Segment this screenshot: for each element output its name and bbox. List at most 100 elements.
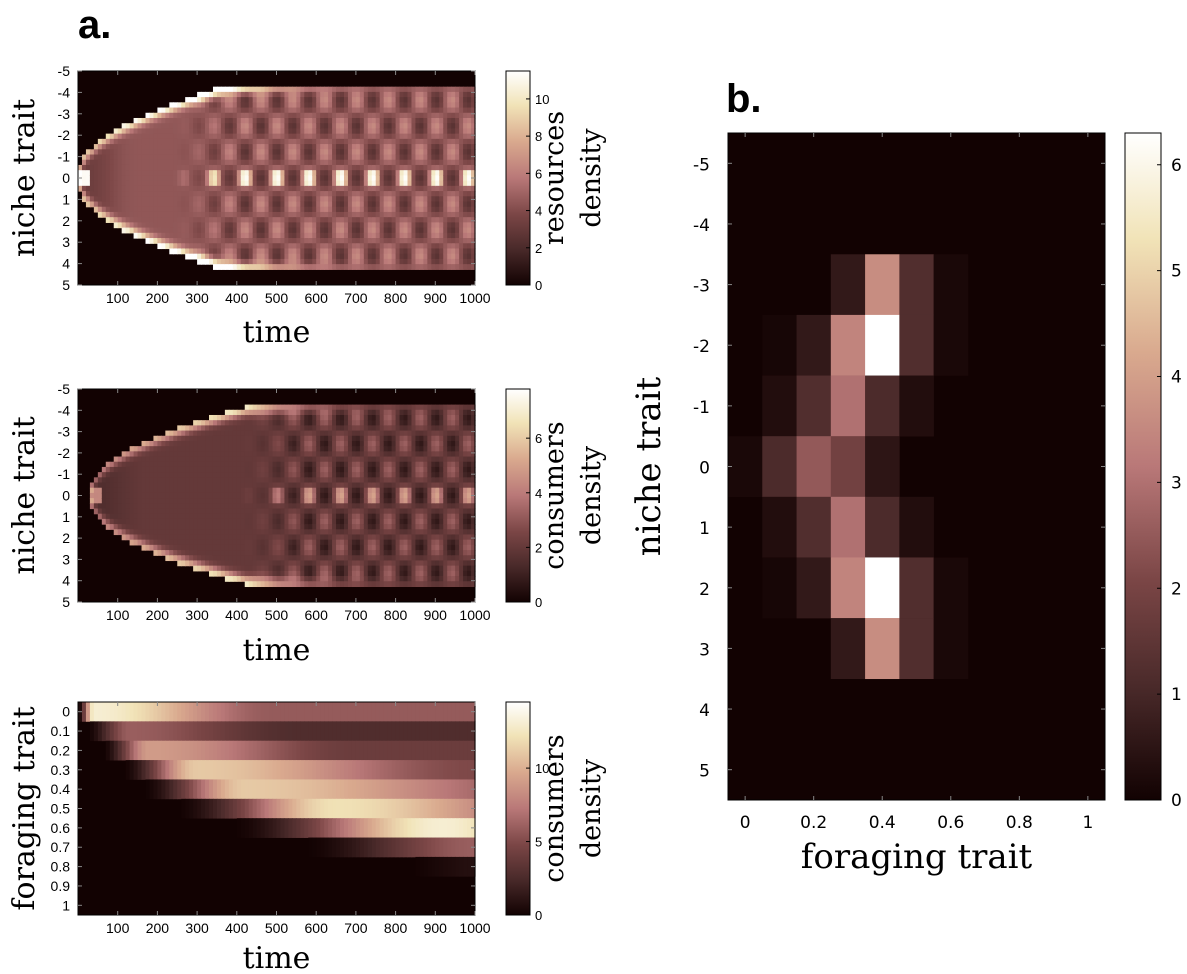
- heatmap-cell: [212, 529, 218, 536]
- heatmap-cell: [228, 232, 234, 239]
- heatmap-cell: [332, 185, 337, 192]
- heatmap-cell: [351, 227, 357, 234]
- heatmap-cell: [201, 149, 206, 156]
- heatmap-cell: [347, 238, 353, 244]
- heatmap-cell: [201, 503, 206, 510]
- heatmap-cell: [220, 191, 226, 197]
- heatmap-cell: [248, 222, 254, 229]
- heatmap-cell: [101, 477, 107, 484]
- heatmap-cell: [252, 529, 258, 536]
- heatmap-cell: [133, 180, 139, 187]
- heatmap-cell: [387, 222, 393, 229]
- heatmap-cell: [288, 180, 293, 187]
- heatmap-cell: [260, 492, 266, 499]
- heatmap-cell: [220, 258, 226, 265]
- heatmap-cell: [81, 180, 87, 187]
- heatmap-cell: [427, 170, 432, 176]
- heatmap-cell: [149, 138, 155, 145]
- heatmap-cell: [423, 154, 428, 161]
- heatmap-cell: [383, 138, 389, 145]
- heatmap-cell: [248, 149, 254, 156]
- heatmap-cell: [296, 482, 301, 489]
- heatmap-cell: [312, 409, 317, 416]
- heatmap-cell: [443, 86, 448, 93]
- heatmap-cell: [260, 425, 266, 432]
- heatmap-cell: [367, 185, 373, 192]
- heatmap-cell: [212, 180, 218, 187]
- heatmap-cell: [395, 175, 401, 182]
- heatmap-cell: [209, 180, 214, 187]
- heatmap-cell: [145, 238, 151, 244]
- heatmap-cell: [387, 170, 393, 176]
- heatmap-cell: [189, 117, 194, 124]
- heatmap-cell: [332, 576, 337, 582]
- heatmap-cell: [415, 227, 421, 234]
- heatmap-cell: [113, 498, 119, 504]
- heatmap-cell: [212, 196, 218, 203]
- heatmap-cell: [419, 211, 424, 218]
- heatmap-cell: [177, 446, 182, 452]
- heatmap-cell: [292, 217, 297, 223]
- heatmap-cell: [209, 498, 214, 504]
- heatmap-cell: [240, 138, 246, 145]
- heatmap-cell: [220, 232, 226, 239]
- heatmap-cell: [224, 477, 230, 484]
- heatmap-cell: [391, 102, 397, 109]
- heatmap-cell: [268, 248, 274, 255]
- heatmap-cell: [260, 435, 266, 442]
- heatmap-cell: [288, 248, 293, 255]
- heatmap-cell: [463, 164, 468, 171]
- heatmap-cell: [117, 513, 123, 520]
- heatmap-cell: [316, 138, 321, 145]
- heatmap-cell: [296, 581, 301, 588]
- heatmap-cell: [121, 524, 127, 530]
- heatmap-cell: [395, 123, 401, 130]
- heatmap-cell: [467, 196, 472, 203]
- heatmap-cell: [300, 570, 305, 577]
- heatmap-cell: [312, 217, 317, 223]
- heatmap-cell: [256, 414, 262, 421]
- heatmap-cell: [236, 503, 242, 510]
- heatmap-cell: [312, 425, 317, 432]
- heatmap-cell: [419, 191, 424, 197]
- heatmap-cell: [423, 201, 428, 208]
- heatmap-cell: [332, 456, 337, 463]
- heatmap-cell: [471, 238, 476, 244]
- heatmap-cell: [435, 91, 440, 98]
- heatmap-cell: [256, 123, 262, 130]
- heatmap-cell: [387, 123, 393, 130]
- heatmap-cell: [367, 128, 373, 135]
- heatmap-cell: [272, 518, 278, 525]
- heatmap-cell: [439, 138, 444, 145]
- heatmap-cell: [304, 86, 309, 93]
- heatmap-cell: [296, 264, 301, 270]
- heatmap-cell: [304, 524, 309, 530]
- heatmap-cell: [129, 175, 135, 182]
- heatmap-cell: [232, 107, 238, 114]
- heatmap-cell: [312, 524, 317, 530]
- heatmap-cell: [276, 560, 282, 567]
- heatmap-cell: [340, 159, 345, 166]
- heatmap-cell: [288, 451, 293, 458]
- heatmap-cell: [443, 264, 448, 270]
- heatmap-cell: [236, 170, 242, 176]
- heatmap-cell: [113, 518, 119, 525]
- heatmap-cell: [332, 565, 337, 572]
- heatmap-cell: [328, 102, 333, 109]
- heatmap-cell: [312, 550, 317, 556]
- heatmap-cell: [403, 258, 409, 265]
- heatmap-cell: [153, 128, 158, 135]
- heatmap-cell: [292, 581, 297, 588]
- heatmap-cell: [300, 206, 305, 213]
- heatmap-cell: [280, 138, 286, 145]
- heatmap-cell: [117, 164, 123, 171]
- heatmap-cell: [343, 518, 349, 525]
- heatmap-cell: [121, 222, 127, 229]
- heatmap-cell: [216, 117, 222, 124]
- heatmap-cell: [193, 243, 198, 250]
- heatmap-cell: [228, 420, 234, 426]
- heatmap-cell: [209, 227, 214, 234]
- heatmap-cell: [343, 206, 349, 213]
- heatmap-cell: [355, 170, 361, 176]
- heatmap-cell: [89, 149, 95, 156]
